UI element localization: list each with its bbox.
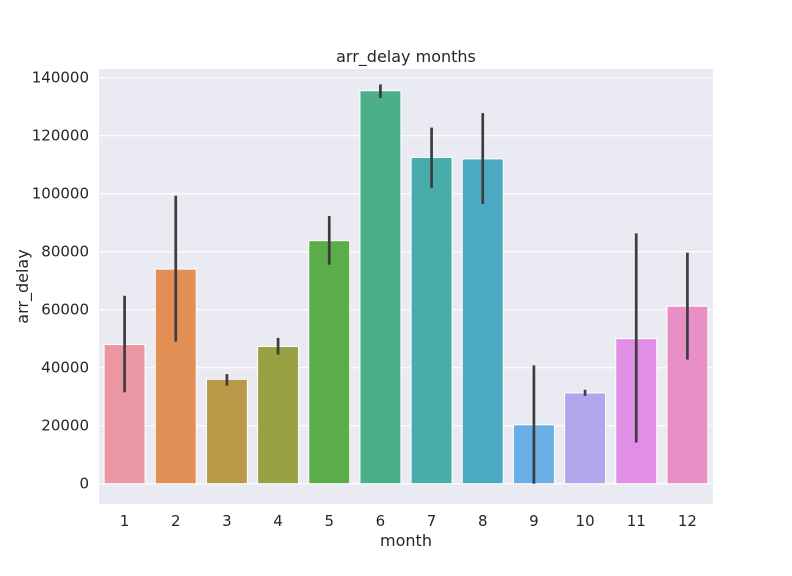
y-tick-label: 20000 [41,417,89,435]
y-tick-label: 120000 [32,127,89,145]
x-tick-label: 12 [678,512,697,530]
bar-month-6 [359,90,402,485]
bars [103,90,709,485]
bar-month-5 [308,240,351,485]
bar-month-8 [461,158,504,485]
y-axis-label: arr_delay [13,249,33,323]
bar-month-10 [564,392,607,485]
grid-lines [99,77,713,485]
x-tick-label: 6 [376,512,386,530]
x-tick-label: 7 [427,512,437,530]
x-axis-label: month [380,531,432,550]
x-tick-label: 8 [478,512,488,530]
x-axis-ticks: 1 2 3 4 5 6 7 8 9 10 11 12 [120,512,697,530]
x-tick-label: 1 [120,512,130,530]
bar-month-7 [410,156,453,485]
x-tick-label: 9 [529,512,539,530]
y-tick-label: 100000 [32,185,89,203]
y-tick-label: 80000 [41,243,89,261]
x-tick-label: 5 [324,512,334,530]
plot-background [99,69,713,504]
x-tick-label: 11 [627,512,646,530]
x-tick-label: 4 [273,512,283,530]
y-tick-label: 0 [79,475,89,493]
y-axis-ticks: 0 20000 40000 60000 80000 100000 120000 140000 [32,69,89,493]
chart-title: arr_delay months [336,47,476,67]
y-tick-label: 140000 [32,69,89,87]
bar-month-4 [257,346,300,485]
error-bars [123,84,689,484]
y-tick-label: 40000 [41,359,89,377]
bar-month-3 [205,378,248,485]
x-tick-label: 10 [576,512,595,530]
x-tick-label: 2 [171,512,181,530]
y-tick-label: 60000 [41,301,89,319]
x-tick-label: 3 [222,512,232,530]
